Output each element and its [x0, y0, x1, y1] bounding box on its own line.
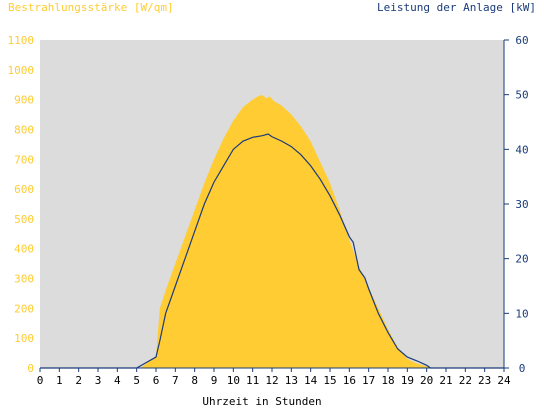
x-axis-title: Uhrzeit in Stunden: [202, 395, 321, 408]
right-tick-label: 20: [515, 253, 528, 266]
x-tick-label: 3: [95, 374, 102, 387]
right-tick-label: 0: [519, 362, 526, 375]
x-tick-label: 1: [56, 374, 63, 387]
x-tick-label: 24: [497, 374, 511, 387]
x-tick-label: 23: [478, 374, 491, 387]
x-tick-label: 6: [153, 374, 160, 387]
right-axis-title: Leistung der Anlage [kW]: [377, 1, 536, 14]
x-tick-label: 16: [343, 374, 356, 387]
left-tick-label: 200: [14, 302, 34, 315]
right-tick-label: 50: [515, 89, 528, 102]
axes-layer: 0 1 2 3 4 5 6 7 8 9 10 11 12 13 14 15 16 17 18 19 20 21 22 23 24…: [8, 34, 529, 387]
x-tick-label: 8: [191, 374, 198, 387]
x-tick-label: 10: [227, 374, 240, 387]
left-tick-label: 300: [14, 273, 34, 286]
x-tick-label: 7: [172, 374, 179, 387]
x-tick-label: 19: [401, 374, 414, 387]
left-axis-title: Bestrahlungsstärke [W/qm]: [8, 1, 174, 14]
left-tick-label: 600: [14, 183, 34, 196]
x-tick-label: 15: [323, 374, 336, 387]
left-tick-label: 0: [27, 362, 34, 375]
right-tick-label: 60: [515, 34, 528, 47]
x-tick-label: 13: [285, 374, 298, 387]
x-tick-label: 21: [439, 374, 452, 387]
left-tick-label: 500: [14, 213, 34, 226]
power-line: [40, 133, 504, 369]
x-tick-label: 12: [265, 374, 278, 387]
left-tick-label: 700: [14, 153, 34, 166]
left-tick-label: 1000: [8, 64, 35, 77]
left-tick-label: 400: [14, 243, 34, 256]
right-tick-label: 30: [515, 198, 528, 211]
left-tick-label: 800: [14, 123, 34, 136]
x-tick-label: 0: [37, 374, 44, 387]
x-tick-label: 14: [304, 374, 318, 387]
right-tick-label: 10: [515, 307, 528, 320]
right-tick-label: 40: [515, 143, 528, 156]
x-tick-label: 18: [381, 374, 394, 387]
x-tick-label: 2: [75, 374, 82, 387]
x-tick-label: 4: [114, 374, 121, 387]
x-tick-label: 22: [459, 374, 472, 387]
series-layer: [40, 95, 504, 369]
x-tick-label: 17: [362, 374, 375, 387]
x-tick-label: 9: [211, 374, 218, 387]
left-tick-label: 1100: [8, 34, 35, 47]
irradiance-area: [40, 95, 504, 368]
x-tick-label: 5: [133, 374, 140, 387]
x-tick-label: 20: [420, 374, 433, 387]
left-tick-label: 900: [14, 94, 34, 107]
x-tick-label: 11: [246, 374, 259, 387]
left-tick-label: 100: [14, 332, 34, 345]
